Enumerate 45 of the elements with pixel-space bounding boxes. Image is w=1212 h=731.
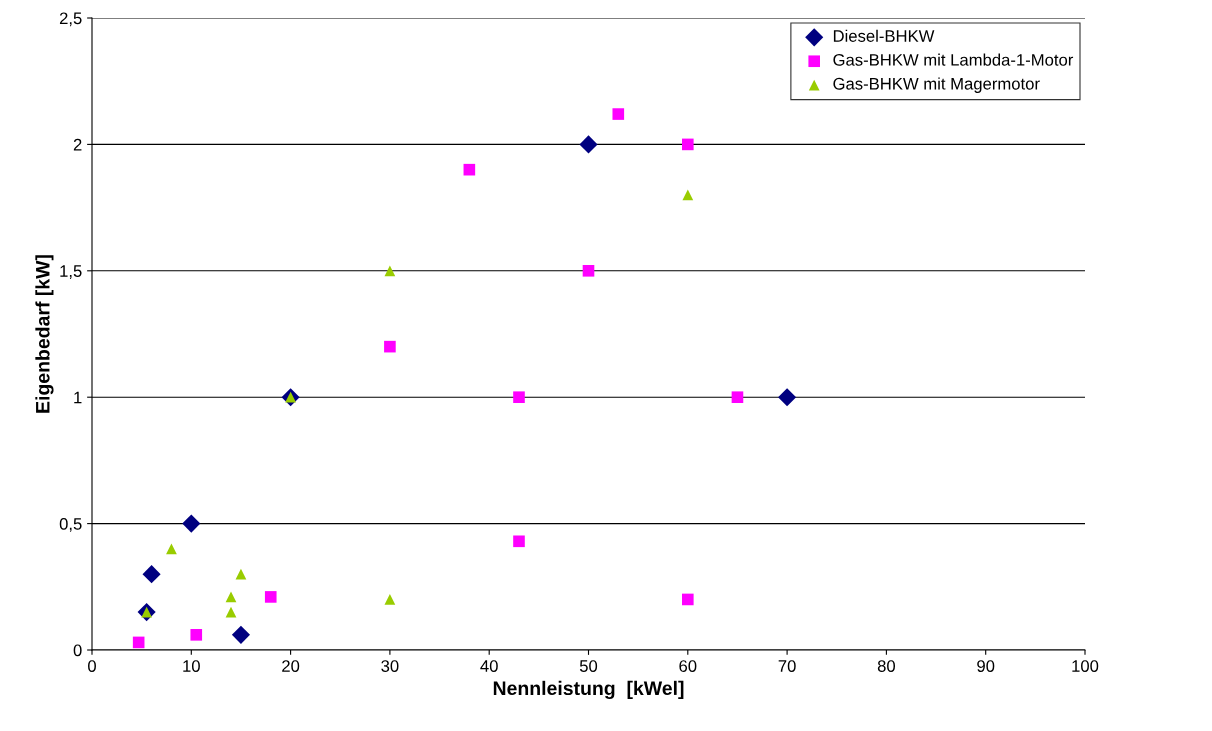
x-tick-label: 70 [778,660,796,672]
y-tick-label: 0,5 [59,518,82,532]
y-tick-label: 1,5 [60,265,82,279]
point [235,568,247,580]
point [384,594,396,605]
point [225,591,237,603]
x-tick-label: 90 [977,660,995,672]
point [132,636,145,649]
x-tick-label: 50 [579,660,598,672]
x-tick-label: 10 [183,660,200,672]
point [182,514,201,533]
point [142,565,161,584]
point [778,388,797,407]
point [682,189,694,201]
point [681,593,694,606]
point [166,543,177,555]
y-tick-label: 0 [73,644,82,657]
legend-label: Gas-BHKW mit Lambda-1-Motor [833,53,1074,66]
point [731,391,744,404]
x-tick-label: 100 [1072,660,1099,672]
point [231,625,250,644]
point [579,135,598,154]
point [582,264,595,277]
point [264,591,277,603]
x-tick-label: 40 [480,660,498,672]
x-axis-title: Nennleistung [kWel] [493,680,684,700]
x-tick-label: 30 [381,660,399,672]
point [513,391,525,404]
point [384,340,396,353]
y-tick-label: 2 [73,138,82,151]
x-tick-label: 80 [877,660,896,672]
x-tick-label: 0 [88,660,96,672]
x-tick-label: 20 [282,660,300,672]
legend-label: Gas-BHKW mit Magermotor [833,77,1040,93]
y-tick-label: 1 [74,391,82,404]
point [384,265,396,277]
x-tick-label: 60 [679,660,697,672]
legend-label: Diesel-BHKW [833,29,935,42]
y-tick-label: 2,5 [59,12,82,27]
point [681,138,694,151]
point [463,163,476,176]
point [513,535,525,548]
y-axis-title: Eigenbedarf [kW] [35,255,54,413]
point [190,629,203,641]
point [612,108,625,120]
